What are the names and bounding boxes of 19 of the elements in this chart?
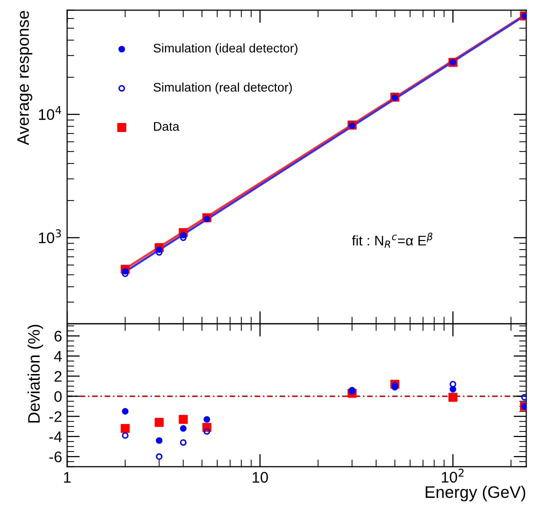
y-tick-label: 2 <box>54 371 62 382</box>
y-tick-label: 10$^{4}$ <box>38 106 62 120</box>
y-tick-label: 6 <box>54 330 62 342</box>
legend-label: Data <box>154 122 180 131</box>
legend-label: Simulation (ideal detector) <box>154 43 298 56</box>
x-tick-label: 1 <box>64 472 71 483</box>
y-tick-label: -4 <box>49 432 62 442</box>
x-axis-title: Energy (GeV) <box>426 486 526 502</box>
x-tick-label: 10 <box>252 472 268 483</box>
y-axis-title: Deviation (%) <box>28 324 44 423</box>
legend-label: Simulation (real detector) <box>154 82 292 94</box>
y-tick-label: -2 <box>49 411 62 422</box>
y-tick-label: 4 <box>54 351 62 362</box>
annotation: fit : N$_{R}$$^{c}$=α E$^{β}$ <box>352 232 432 248</box>
y-tick-label: 0 <box>54 391 62 402</box>
y-tick-label: 10$^{3}$ <box>38 229 61 244</box>
y-tick-label: -6 <box>49 451 62 462</box>
x-tick-label: 10$^{2}$ <box>442 468 464 483</box>
y-axis-title: Average response <box>17 10 32 146</box>
